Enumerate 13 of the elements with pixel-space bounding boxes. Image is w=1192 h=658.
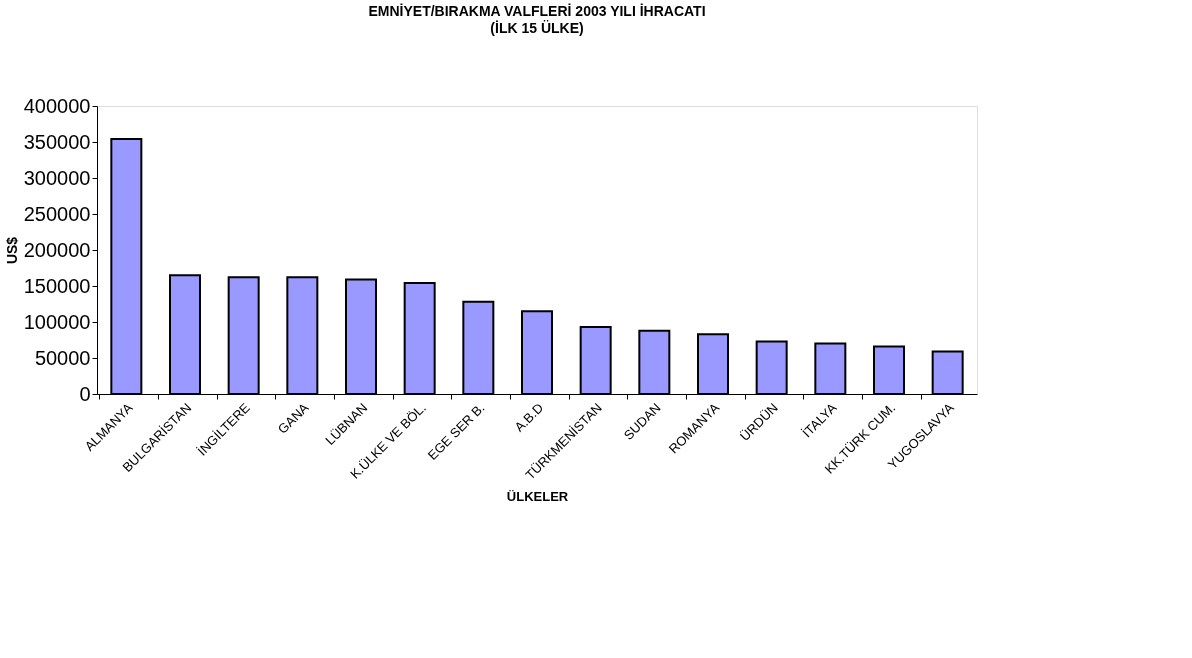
chart-subtitle: (İLK 15 ÜLKE) <box>490 20 584 36</box>
y-tick-label: 50000 <box>34 346 91 369</box>
y-tick-label: 350000 <box>23 130 91 153</box>
y-axis-title: US$ <box>3 236 20 265</box>
y-tick-label: 400000 <box>23 94 91 117</box>
y-tick-label: 0 <box>79 382 91 405</box>
y-tick-label: 300000 <box>23 166 91 189</box>
y-tick-label: 100000 <box>23 310 91 333</box>
y-tick-label: 250000 <box>23 202 91 225</box>
x-axis-title: ÜLKELER <box>506 488 569 504</box>
chart-title: EMNİYET/BIRAKMA VALFLERİ 2003 YILI İHRACATI <box>368 3 706 19</box>
y-tick-label: 200000 <box>23 238 91 261</box>
y-tick-label: 150000 <box>23 274 91 297</box>
